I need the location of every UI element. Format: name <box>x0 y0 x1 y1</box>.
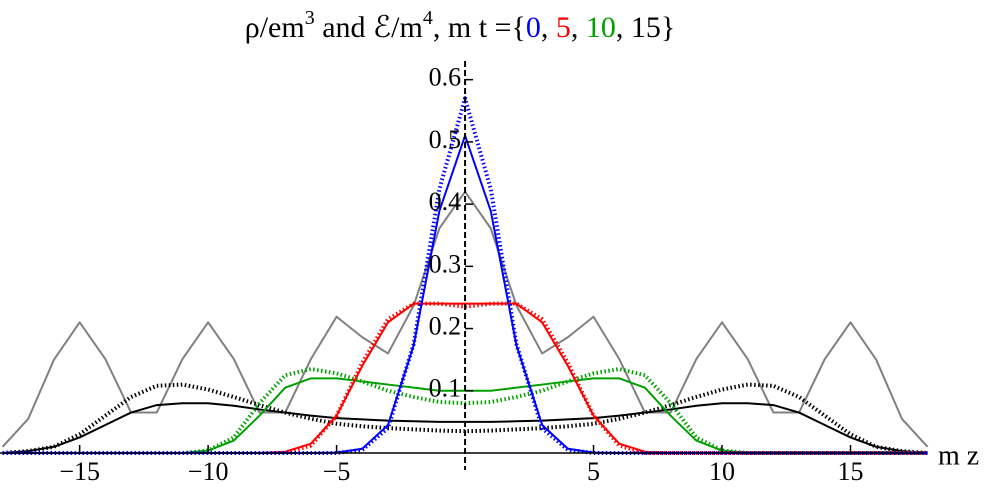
y-tick-label: 0.2 <box>429 312 462 341</box>
title-part: , <box>571 11 586 44</box>
title-part: and ℰ/m <box>315 11 423 44</box>
y-tick-label: 0.4 <box>429 187 462 216</box>
y-tick-label: 0.5 <box>429 125 462 154</box>
x-axis-label: m z <box>938 440 979 471</box>
x-tick-label: 5 <box>587 457 600 486</box>
x-tick-label: −10 <box>188 457 229 486</box>
title-part: 0 <box>526 11 541 44</box>
x-tick-label: 10 <box>709 457 735 486</box>
title-part: 3 <box>305 7 315 29</box>
x-tick-label: 15 <box>837 457 863 486</box>
title-part: , <box>541 11 556 44</box>
x-tick-label: −5 <box>323 457 351 486</box>
title-part: , <box>616 11 631 44</box>
y-tick-label: 0.3 <box>429 249 462 278</box>
title-part: 4 <box>423 7 433 29</box>
title-part: ρ/em <box>245 11 305 44</box>
chart-title: ρ/em3 and ℰ/m4, m t ={0, 5, 10, 15} <box>245 7 676 44</box>
x-tick-label: −15 <box>59 457 100 486</box>
title-part: 10 <box>586 11 616 44</box>
title-part: , m t ={ <box>433 11 526 44</box>
title-part: 5 <box>556 11 571 44</box>
y-tick-label: 0.1 <box>429 374 462 403</box>
title-part: 15 <box>631 11 661 44</box>
curve <box>2 402 928 454</box>
y-tick-label: 0.6 <box>429 63 462 92</box>
title-part: } <box>661 11 675 44</box>
